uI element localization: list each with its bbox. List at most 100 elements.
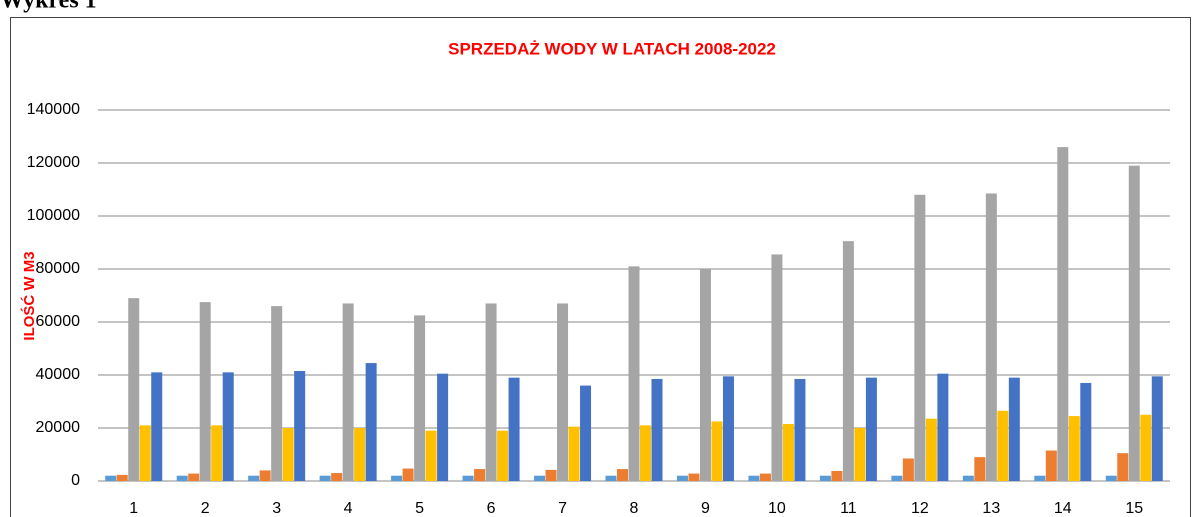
bar — [545, 469, 557, 481]
bar — [985, 193, 997, 481]
bar — [414, 315, 426, 481]
bar — [534, 475, 546, 481]
x-tick-label: 4 — [344, 500, 353, 517]
bar — [831, 470, 843, 481]
bar — [222, 372, 234, 481]
bar — [1128, 165, 1140, 481]
bar — [437, 373, 449, 481]
x-tick-label: 13 — [982, 500, 1000, 517]
bar — [259, 470, 271, 481]
x-tick-label: 1 — [129, 500, 138, 517]
bar — [1057, 147, 1069, 481]
bar — [628, 266, 640, 481]
y-tick-label: 100000 — [27, 207, 80, 224]
bar — [568, 426, 580, 481]
bar — [1151, 376, 1163, 481]
bar — [176, 475, 188, 481]
bar — [819, 475, 831, 481]
bar — [962, 475, 974, 481]
bar — [640, 425, 651, 481]
bar — [1080, 382, 1092, 481]
x-tick-label: 5 — [415, 500, 424, 517]
bar — [617, 469, 628, 481]
bar — [759, 473, 771, 481]
bar — [319, 475, 331, 481]
bar — [891, 475, 903, 481]
y-axis-label: ILOŚĆ W M3 — [20, 251, 38, 340]
y-tick-label: 0 — [71, 472, 80, 489]
bar — [116, 474, 128, 481]
bar — [105, 475, 117, 481]
bar — [354, 428, 366, 481]
bar — [699, 269, 711, 481]
bar — [365, 363, 377, 481]
bar — [711, 421, 723, 481]
bar — [794, 378, 806, 481]
x-tick-label: 3 — [272, 500, 281, 517]
bar — [139, 425, 151, 481]
bar — [688, 473, 700, 481]
bar — [497, 430, 509, 481]
bar — [782, 424, 794, 481]
bar — [1008, 377, 1020, 481]
bar — [748, 475, 760, 481]
bar — [474, 469, 486, 481]
bar — [199, 302, 211, 481]
bar — [485, 303, 497, 481]
bar — [402, 468, 414, 481]
bar — [925, 418, 937, 481]
x-tick-label: 8 — [630, 500, 639, 517]
bar — [1105, 475, 1117, 481]
x-tick-label: 11 — [840, 500, 857, 517]
bar — [391, 475, 403, 481]
x-tick-label: 7 — [558, 500, 567, 517]
bar — [342, 303, 354, 481]
bar — [842, 241, 854, 481]
x-tick-label: 9 — [701, 500, 710, 517]
bar — [937, 373, 949, 481]
bar — [1117, 453, 1129, 481]
y-tick-label: 140000 — [27, 101, 80, 118]
x-tick-label: 15 — [1125, 500, 1143, 517]
bar — [294, 371, 306, 481]
bar — [1140, 414, 1152, 481]
bar — [580, 385, 592, 481]
bar — [1034, 475, 1046, 481]
bar — [151, 372, 163, 481]
bar — [211, 425, 223, 481]
x-tick-label: 12 — [911, 500, 929, 517]
y-tick-label: 120000 — [27, 154, 80, 171]
bar — [865, 377, 877, 481]
bar — [248, 475, 260, 481]
bar — [271, 306, 283, 481]
bar — [997, 410, 1009, 481]
bar — [128, 298, 140, 481]
bar — [914, 194, 926, 482]
bar — [651, 378, 663, 481]
bar — [1045, 450, 1057, 481]
y-tick-label: 80000 — [36, 260, 81, 277]
bar — [771, 254, 783, 481]
heading: Wykres 1 — [0, 0, 97, 14]
bar — [188, 473, 200, 481]
bar — [974, 457, 986, 481]
bar — [722, 376, 734, 481]
bar — [605, 475, 617, 481]
bar — [462, 475, 474, 481]
bar — [282, 428, 294, 481]
x-tick-label: 6 — [487, 500, 496, 517]
bar — [508, 377, 520, 481]
chart-border — [10, 17, 1191, 517]
bar — [854, 428, 866, 481]
bar — [1068, 416, 1080, 481]
bar — [902, 458, 914, 481]
y-tick-label: 60000 — [36, 313, 81, 330]
chart-title: SPRZEDAŻ WODY W LATACH 2008-2022 — [448, 39, 776, 58]
x-tick-label: 14 — [1054, 500, 1072, 517]
bar — [557, 303, 569, 481]
y-tick-label: 20000 — [36, 419, 81, 436]
bar — [425, 430, 437, 481]
x-tick-label: 10 — [768, 500, 786, 517]
